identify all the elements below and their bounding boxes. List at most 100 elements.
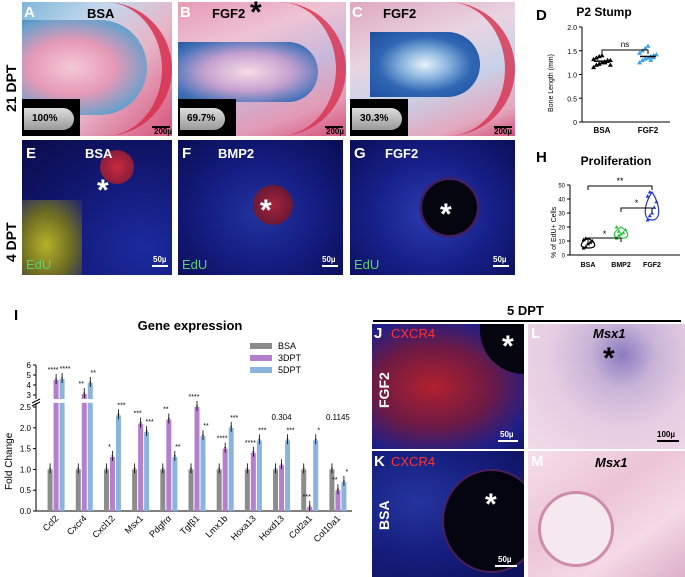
panel-e-stain: EdU xyxy=(26,257,52,272)
panel-h-point xyxy=(619,232,623,236)
panel-i-datapoint xyxy=(331,467,333,470)
panel-i-bar xyxy=(47,469,53,511)
panel-g-stain: EdU xyxy=(354,257,380,272)
panel-g-asterisk: * xyxy=(440,198,452,231)
panel-i-datapoint xyxy=(224,446,227,449)
panel-d-letter: D xyxy=(536,7,547,24)
panel-a-title: BSA xyxy=(87,6,115,21)
panel-c-inset: 30.3% xyxy=(350,99,408,136)
panel-h-point xyxy=(616,229,621,233)
panel-i-datapoint xyxy=(145,430,148,432)
panel-j-side-label: FGF2 xyxy=(376,372,392,408)
panel-e-title: BSA xyxy=(85,146,113,161)
panel-i-bar xyxy=(53,402,59,511)
panel-h-point xyxy=(652,205,657,209)
panel-h-ytick-label: 40 xyxy=(558,198,565,204)
panel-c-inset-pct: 30.3% xyxy=(360,113,389,124)
panel-i-datapoint xyxy=(314,438,317,441)
panel-i-xtick-label: Hoxd13 xyxy=(257,513,286,542)
panel-k-asterisk: * xyxy=(485,488,497,521)
panel-i-datapoint xyxy=(286,438,289,441)
panel-i-bar xyxy=(115,415,121,511)
panel-i-datapoint xyxy=(173,455,176,457)
panel-a-inset: 100% xyxy=(22,99,80,136)
panel-d-ylabel: Bone Length (mm) xyxy=(548,54,555,112)
panel-h-ytick-label: 50 xyxy=(558,184,565,190)
panel-i-sig-5dpt: *** xyxy=(258,427,266,434)
panel-i-bar xyxy=(194,407,200,511)
panel-i-ytick-label: 4 xyxy=(27,381,32,390)
panel-h-letter: H xyxy=(536,149,547,166)
panel-i-ytick-label: 1.0 xyxy=(20,465,32,474)
panel-i-bar xyxy=(273,469,279,511)
panel-h-point xyxy=(650,211,654,215)
panel-d-point xyxy=(642,45,648,51)
panel-e-scale-label: 50µ xyxy=(153,255,167,264)
panel-h-point xyxy=(645,218,650,222)
panel-k-letter: K xyxy=(374,453,385,470)
panel-i-chart: Gene expression Fold Change BSA3DPT5DPT … xyxy=(4,318,352,544)
panel-k-side-label: BSA xyxy=(376,500,392,530)
panel-h-point xyxy=(581,237,586,242)
panel-d-sig-bracket xyxy=(601,49,649,54)
row-label-4dpt: 4 DPT xyxy=(3,222,19,262)
panel-l-letter: L xyxy=(531,325,541,342)
panel-i-bar xyxy=(244,469,250,511)
panel-i-sig-5dpt: ** xyxy=(203,423,209,430)
panel-i-bar xyxy=(172,456,178,511)
panel-i-datapoint xyxy=(202,434,204,437)
panel-i-sig-3dpt: **** xyxy=(217,436,228,443)
panel-i-ylabel: Fold Change xyxy=(4,432,15,490)
panel-a-scalebar xyxy=(152,126,170,128)
panel-h-sig-bracket xyxy=(587,185,653,190)
panel-i-bar xyxy=(166,419,172,511)
panel-m-gene: Msx1 xyxy=(595,455,628,470)
panel-e-asterisk: * xyxy=(97,174,109,207)
panel-i-bar xyxy=(87,402,93,511)
panel-i-datapoint xyxy=(111,455,114,457)
panel-d-point xyxy=(637,60,643,65)
panel-b-scalebar xyxy=(325,126,343,128)
panel-d-point xyxy=(653,52,659,57)
panel-g-scale-label: 50µ xyxy=(493,255,507,264)
panel-d-point xyxy=(637,50,643,55)
panel-l-asterisk: * xyxy=(603,342,615,375)
panel-i-bar xyxy=(87,383,93,399)
panel-i-bar xyxy=(256,440,262,511)
panel-d-xtick-label: BSA xyxy=(594,126,611,135)
panel-h-point xyxy=(590,239,595,243)
panel-c-title: FGF2 xyxy=(383,6,417,21)
panel-j-stain: CXCR4 xyxy=(391,326,436,341)
panel-i-sig-3dpt: ** xyxy=(79,381,85,388)
panel-i-datapoint xyxy=(337,488,339,491)
panel-d-point xyxy=(648,57,654,63)
panel-a-scale-label: 200µ xyxy=(154,127,172,136)
panel-d-chart: P2 Stump Bone Length (mm) 0 0.5 1.0 1.5 2.0 B… xyxy=(548,5,670,135)
panel-h-sig-bracket xyxy=(587,237,622,242)
panel-i-datapoint xyxy=(280,463,283,466)
panel-i-datapoint xyxy=(49,467,51,470)
panel-i-legend-label: BSA xyxy=(278,341,296,351)
panel-c-image: 30.3% xyxy=(350,2,515,136)
panel-f-stain: EdU xyxy=(182,257,208,272)
panel-i-datapoint xyxy=(167,417,170,420)
panel-i-datapoint xyxy=(161,467,164,470)
panel-i-bar xyxy=(81,402,87,511)
panel-d-ytick-label: 1.5 xyxy=(567,49,577,56)
panel-i-datapoint xyxy=(89,381,92,383)
panel-e-scalebar xyxy=(152,265,168,267)
panel-d-point xyxy=(591,64,597,70)
panel-i-datapoint xyxy=(230,425,233,428)
panel-a-image: 100% xyxy=(22,2,172,136)
panel-i-sig-5dpt: *** xyxy=(230,415,238,422)
panel-i-bar xyxy=(222,448,228,511)
panel-b-title: FGF2 xyxy=(212,6,246,21)
panel-j-image xyxy=(372,324,524,449)
panel-h-xtick-label: FGF2 xyxy=(643,262,661,269)
panel-i-xtick-label: Col10a1 xyxy=(312,513,343,544)
panel-l-gene: Msx1 xyxy=(593,326,626,341)
panel-i-bar xyxy=(313,440,319,511)
panel-h-point xyxy=(645,194,650,198)
panel-h-point xyxy=(583,236,588,240)
panel-h-ytick-label: 30 xyxy=(558,212,565,218)
